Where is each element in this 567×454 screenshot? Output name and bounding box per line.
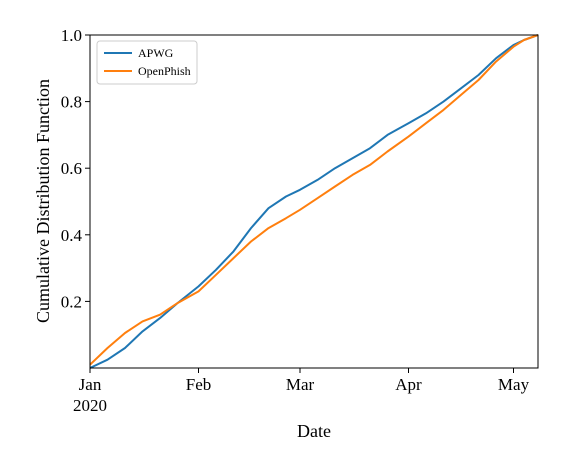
plot-lines xyxy=(89,34,539,369)
x-tick-label: Apr xyxy=(395,375,422,394)
legend: APWG OpenPhish xyxy=(96,40,198,85)
y-tick-label: 0.6 xyxy=(61,159,82,178)
x-axis-label: Date xyxy=(297,421,331,441)
y-tick-label: 1.0 xyxy=(61,26,82,45)
y-axis: 0.2 0.4 0.6 0.8 1.0 xyxy=(61,26,90,311)
y-tick-label: 0.4 xyxy=(61,226,83,245)
legend-label-apwg: APWG xyxy=(138,46,174,60)
x-tick-label: May xyxy=(498,375,530,394)
x-tick-label: Mar xyxy=(286,375,315,394)
plot-frame xyxy=(89,34,539,369)
x-axis: Jan 2020 Feb Mar Apr May xyxy=(73,368,530,415)
x-tick-label: Jan xyxy=(79,375,102,394)
x-tick-label: Feb xyxy=(186,375,212,394)
legend-box xyxy=(96,40,198,85)
x-tick-label-year: 2020 xyxy=(73,396,107,415)
series-line-openphish xyxy=(89,34,539,366)
series-line-apwg xyxy=(89,34,539,369)
y-tick-label: 0.2 xyxy=(61,292,82,311)
y-tick-label: 0.8 xyxy=(61,93,82,112)
y-axis-label: Cumulative Distribution Function xyxy=(33,79,53,323)
legend-label-openphish: OpenPhish xyxy=(138,64,191,78)
